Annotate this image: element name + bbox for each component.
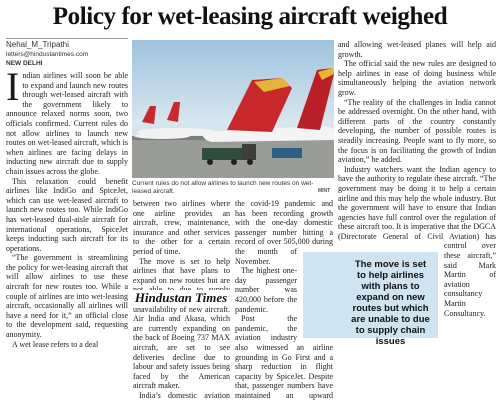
pull-quote: The move is set to help airlines with pl… xyxy=(303,252,438,347)
paragraph: The official said the new rules are desi… xyxy=(338,59,496,97)
photo-credit: MINT xyxy=(318,188,331,194)
photo xyxy=(132,40,334,178)
paragraph: A wet lease refers to a deal xyxy=(12,339,99,349)
photo-caption: Current rules do not allow airlines to l… xyxy=(132,180,314,195)
paragraph: Indian airlines will soon be able to exp… xyxy=(6,64,128,176)
column: Nehal_M_Tripathi letters@hindustantimes.… xyxy=(6,38,128,400)
byline-email: letters@hindustantimes.com xyxy=(6,51,89,58)
paragraph: “The government is streamlining the poli… xyxy=(6,253,128,340)
watermark: Hindustan Times xyxy=(131,290,231,306)
paragraph: India’s domestic aviation market has bee… xyxy=(139,390,230,400)
column: between two airlines where one airline p… xyxy=(133,199,230,400)
column: and allowing wet-leased planes will help… xyxy=(338,40,496,400)
paragraph: The move is set to help airlines that ha… xyxy=(133,256,230,391)
paragraph: the covid-19 pandemic and has been recor… xyxy=(235,199,333,266)
paragraph: Industry watchers want the Indian agency… xyxy=(338,164,496,318)
paragraph: between two airlines where one airline p… xyxy=(133,199,230,256)
paragraph: This relaxation could benefit airlines l… xyxy=(6,176,128,253)
paragraph: Post the pandemic, the aviation industry… xyxy=(235,314,333,400)
column: the covid-19 pandemic and has been recor… xyxy=(235,199,333,400)
dateline: NEW DELHI xyxy=(6,60,43,67)
paragraph: and allowing wet-leased planes will help… xyxy=(338,40,496,59)
paragraph: The highest one-day passenger number was… xyxy=(235,266,297,314)
paragraph: “The reality of the challenges in India … xyxy=(338,97,496,165)
byline-name: Nehal_M_Tripathi xyxy=(6,38,128,50)
headline: Policy for wet-leasing aircraft weighed xyxy=(52,3,448,30)
